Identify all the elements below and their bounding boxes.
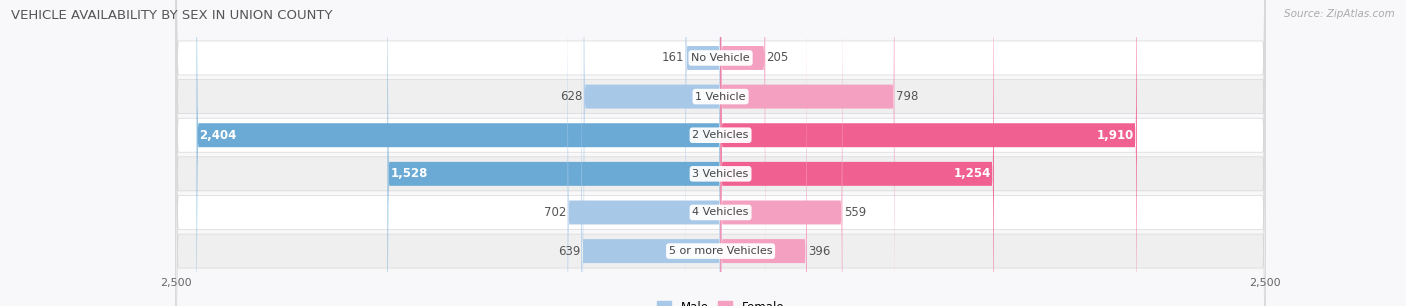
- FancyBboxPatch shape: [176, 0, 1265, 306]
- FancyBboxPatch shape: [176, 0, 1265, 306]
- FancyBboxPatch shape: [721, 0, 994, 306]
- FancyBboxPatch shape: [568, 0, 721, 306]
- Text: 559: 559: [844, 206, 866, 219]
- FancyBboxPatch shape: [388, 0, 721, 306]
- FancyBboxPatch shape: [176, 0, 1265, 306]
- FancyBboxPatch shape: [721, 0, 1137, 306]
- FancyBboxPatch shape: [721, 0, 765, 306]
- Text: 4 Vehicles: 4 Vehicles: [692, 207, 749, 218]
- FancyBboxPatch shape: [721, 0, 807, 306]
- Text: 161: 161: [662, 51, 685, 65]
- FancyBboxPatch shape: [686, 0, 721, 306]
- FancyBboxPatch shape: [176, 0, 1265, 306]
- Text: 1 Vehicle: 1 Vehicle: [696, 91, 745, 102]
- Text: 3 Vehicles: 3 Vehicles: [692, 169, 749, 179]
- FancyBboxPatch shape: [583, 0, 721, 306]
- FancyBboxPatch shape: [176, 0, 1265, 306]
- FancyBboxPatch shape: [197, 0, 721, 306]
- Text: 205: 205: [766, 51, 789, 65]
- Text: 5 or more Vehicles: 5 or more Vehicles: [669, 246, 772, 256]
- Text: 628: 628: [560, 90, 582, 103]
- Text: 396: 396: [808, 244, 831, 258]
- Text: 1,254: 1,254: [953, 167, 991, 180]
- Text: 1,910: 1,910: [1097, 129, 1135, 142]
- Text: 2,404: 2,404: [200, 129, 236, 142]
- Legend: Male, Female: Male, Female: [652, 296, 789, 306]
- Text: 2 Vehicles: 2 Vehicles: [692, 130, 749, 140]
- FancyBboxPatch shape: [581, 0, 721, 306]
- Text: 798: 798: [896, 90, 918, 103]
- Text: Source: ZipAtlas.com: Source: ZipAtlas.com: [1284, 9, 1395, 19]
- Text: 702: 702: [544, 206, 567, 219]
- FancyBboxPatch shape: [721, 0, 842, 306]
- Text: 639: 639: [558, 244, 581, 258]
- FancyBboxPatch shape: [721, 0, 894, 306]
- Text: 1,528: 1,528: [391, 167, 427, 180]
- Text: VEHICLE AVAILABILITY BY SEX IN UNION COUNTY: VEHICLE AVAILABILITY BY SEX IN UNION COU…: [11, 9, 333, 22]
- Text: No Vehicle: No Vehicle: [692, 53, 749, 63]
- FancyBboxPatch shape: [176, 0, 1265, 306]
